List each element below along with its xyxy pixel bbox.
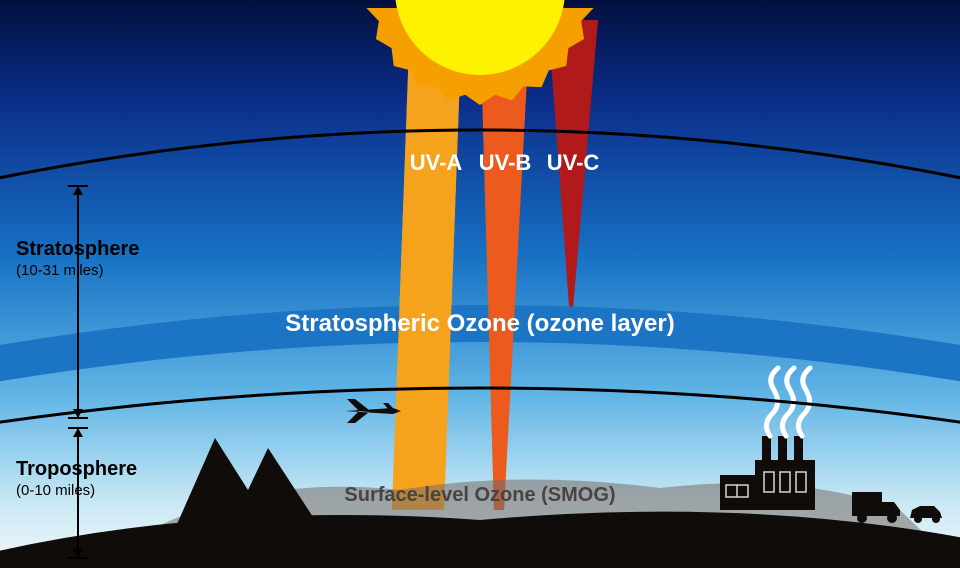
stratosphere-title: Stratosphere: [16, 238, 139, 261]
uv-c-label: UV-C: [538, 150, 608, 176]
ozone-layer-label: Stratospheric Ozone (ozone layer): [0, 310, 960, 338]
smog-label: Surface-level Ozone (SMOG): [0, 484, 960, 507]
troposphere-title: Troposphere: [16, 458, 137, 481]
diagram-root: Stratosphere (10-31 miles) Troposphere (…: [0, 0, 960, 568]
stratosphere-subtitle: (10-31 miles): [16, 262, 104, 279]
uv-a-label: UV-A: [401, 150, 471, 176]
uv-b-label: UV-B: [470, 150, 540, 176]
diagram-svg: [0, 0, 960, 568]
